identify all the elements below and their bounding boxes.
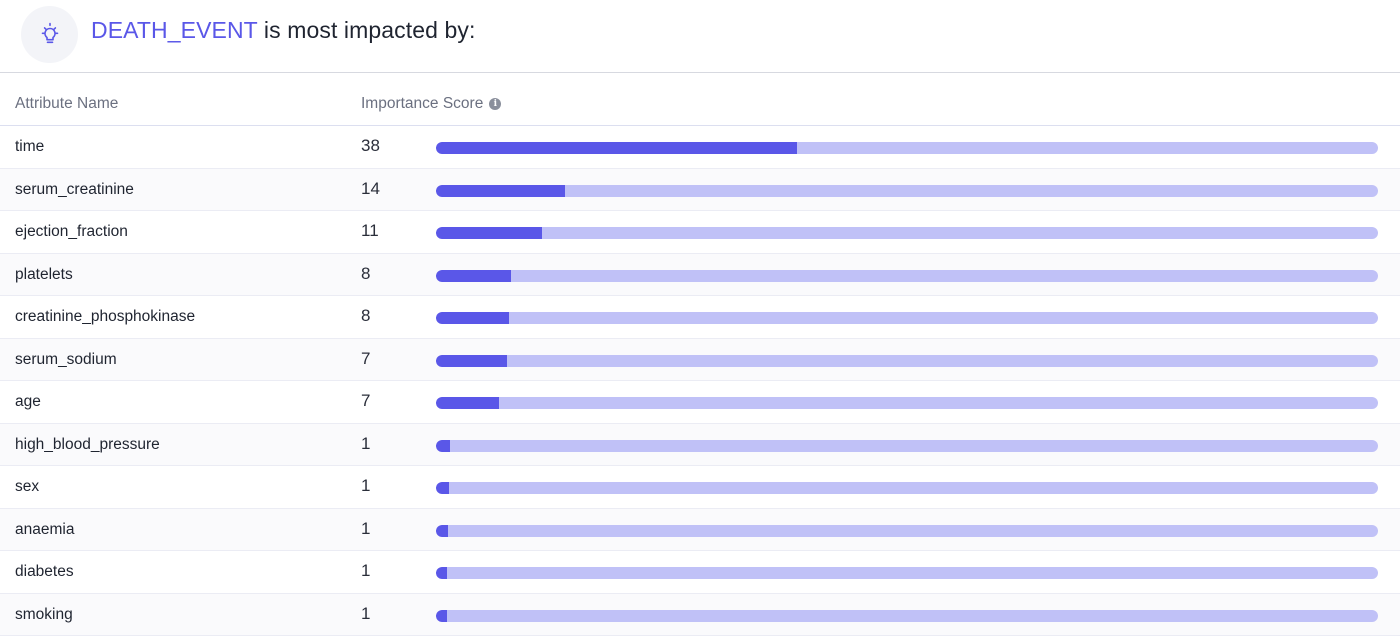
table-row: time 38 <box>0 126 1400 169</box>
table-row: high_blood_pressure 1 <box>0 424 1400 467</box>
importance-bar-track <box>436 227 1378 239</box>
importance-bar-fill <box>436 397 499 409</box>
importance-bar-fill <box>436 312 509 324</box>
table-row: anaemia 1 <box>0 509 1400 552</box>
attribute-name: platelets <box>15 266 73 284</box>
attribute-name: high_blood_pressure <box>15 436 160 454</box>
importance-score: 7 <box>361 349 370 369</box>
importance-bar-fill <box>436 185 565 197</box>
importance-score: 1 <box>361 519 370 539</box>
importance-bar-track <box>436 610 1378 622</box>
attribute-name: creatinine_phosphokinase <box>15 308 195 326</box>
attribute-name: serum_sodium <box>15 351 117 369</box>
importance-score: 1 <box>361 476 370 496</box>
importance-bar-fill <box>436 227 542 239</box>
importance-bar-track <box>436 270 1378 282</box>
importance-bar-track <box>436 312 1378 324</box>
importance-bar-fill <box>436 270 511 282</box>
attribute-name: age <box>15 393 41 411</box>
insight-header: DEATH_EVENT is most impacted by: <box>0 0 1400 73</box>
importance-score: 11 <box>361 221 379 241</box>
importance-bar-fill <box>436 610 447 622</box>
target-attribute: DEATH_EVENT <box>91 17 257 43</box>
column-header-importance-score-label: Importance Score <box>361 95 483 113</box>
attribute-name: serum_creatinine <box>15 181 134 199</box>
table-header: Attribute Name Importance Score i <box>0 73 1400 126</box>
table-row: ejection_fraction 11 <box>0 211 1400 254</box>
title-suffix: is most impacted by: <box>257 17 475 43</box>
importance-score: 8 <box>361 264 370 284</box>
attribute-name: sex <box>15 478 39 496</box>
table-row: age 7 <box>0 381 1400 424</box>
importance-bar-track <box>436 397 1378 409</box>
attribute-name: anaemia <box>15 521 74 539</box>
importance-bar-fill <box>436 567 447 579</box>
importance-score: 7 <box>361 391 370 411</box>
table-row: platelets 8 <box>0 254 1400 297</box>
importance-score: 1 <box>361 604 370 624</box>
table-row: smoking 1 <box>0 594 1400 636</box>
importance-score: 1 <box>361 434 370 454</box>
table-row: serum_creatinine 14 <box>0 169 1400 212</box>
importance-score: 1 <box>361 561 370 581</box>
importance-bar-track <box>436 440 1378 452</box>
importance-bar-track <box>436 567 1378 579</box>
info-icon[interactable]: i <box>489 98 501 110</box>
lightbulb-icon-badge <box>21 6 78 63</box>
table-row: sex 1 <box>0 466 1400 509</box>
attribute-name: ejection_fraction <box>15 223 128 241</box>
importance-bar-fill <box>436 525 448 537</box>
lightbulb-icon <box>35 19 65 49</box>
importance-bar-track <box>436 142 1378 154</box>
importance-bar-track <box>436 525 1378 537</box>
importance-score: 14 <box>361 179 380 199</box>
importance-score: 38 <box>361 136 380 156</box>
importance-bar-fill <box>436 355 507 367</box>
importance-bar-track <box>436 355 1378 367</box>
table-row: creatinine_phosphokinase 8 <box>0 296 1400 339</box>
column-header-attribute-name: Attribute Name <box>15 95 118 113</box>
table-row: serum_sodium 7 <box>0 339 1400 382</box>
importance-score: 8 <box>361 306 370 326</box>
importance-bar-fill <box>436 440 450 452</box>
page-title: DEATH_EVENT is most impacted by: <box>91 17 476 44</box>
importance-bar-fill <box>436 142 797 154</box>
attribute-name: smoking <box>15 606 73 624</box>
table-row: diabetes 1 <box>0 551 1400 594</box>
importance-bar-track <box>436 185 1378 197</box>
attribute-name: time <box>15 138 44 156</box>
column-header-importance-score: Importance Score i <box>361 95 501 113</box>
attribute-name: diabetes <box>15 563 74 581</box>
importance-bar-fill <box>436 482 449 494</box>
importance-bar-track <box>436 482 1378 494</box>
importance-table-body: time 38 serum_creatinine 14 ejection_fractio… <box>0 126 1400 636</box>
